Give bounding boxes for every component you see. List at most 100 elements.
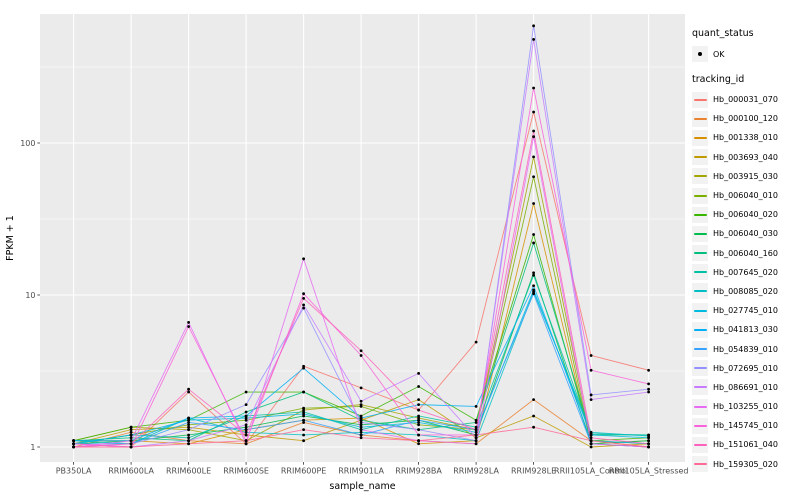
data-point [302, 406, 305, 410]
x-tick-label: RRIM600LA [108, 467, 154, 476]
data-point [532, 86, 535, 90]
x-tick-label: RRIM600LE [166, 467, 211, 476]
data-point [302, 418, 305, 422]
legend-item-Hb_159305_020: Hb_159305_020 [692, 455, 798, 474]
data-point [244, 439, 248, 443]
x-tick-label: RRIM928BA [395, 467, 442, 476]
y-tick-label: 1 [30, 443, 35, 452]
data-point [589, 368, 593, 372]
data-point [187, 425, 191, 429]
data-point [589, 445, 593, 449]
data-point [302, 439, 305, 443]
legend-item-label: Hb_151061_040 [713, 440, 778, 450]
data-point [129, 439, 133, 443]
legend-item-label: Hb_006040_160 [713, 248, 778, 258]
legend: quant_status OK tracking_id Hb_000031_07… [692, 28, 798, 474]
data-point [302, 257, 305, 261]
data-point [302, 410, 305, 414]
data-point [532, 155, 535, 159]
data-point [244, 423, 248, 427]
data-point [532, 414, 535, 418]
data-point [647, 436, 650, 440]
data-point [359, 423, 363, 427]
legend-item-label: Hb_027745_010 [713, 306, 778, 316]
legend-item-label: Hb_006040_010 [713, 191, 778, 201]
x-tick-label: RRII105LA_Stressed [609, 467, 689, 476]
data-point [532, 273, 535, 277]
data-point [532, 135, 535, 139]
data-point [244, 414, 248, 418]
data-point [359, 421, 363, 424]
line-swatch-icon [692, 436, 708, 453]
data-point [647, 382, 650, 386]
line-swatch-icon [692, 360, 708, 377]
data-point [474, 418, 478, 422]
legend-item-label: Hb_007645_020 [713, 267, 778, 277]
line-swatch-icon [692, 129, 708, 146]
legend-item-label: Hb_003693_040 [713, 152, 778, 162]
data-point [129, 428, 133, 432]
line-swatch-icon [692, 110, 708, 127]
data-point [302, 364, 305, 368]
data-point [417, 385, 420, 388]
legend-item-Hb_000031_070: Hb_000031_070 [692, 90, 798, 109]
data-point [532, 175, 535, 179]
data-point [417, 416, 420, 420]
data-point [589, 439, 593, 443]
legend-item-label: Hb_006040_020 [713, 210, 778, 220]
data-point [532, 271, 535, 275]
data-point [532, 284, 535, 288]
data-point [417, 408, 420, 412]
legend-item-Hb_006040_020: Hb_006040_020 [692, 205, 798, 224]
data-point [187, 418, 191, 422]
data-point [417, 442, 420, 446]
data-point [474, 421, 478, 424]
legend-item-Hb_007645_020: Hb_007645_020 [692, 263, 798, 282]
data-point [417, 371, 420, 375]
line-swatch-icon [692, 302, 708, 319]
line-swatch-icon [692, 417, 708, 434]
legend-item-label: Hb_041813_030 [713, 325, 778, 335]
data-point [244, 410, 248, 414]
data-point [532, 425, 535, 429]
line-swatch-icon [692, 283, 708, 300]
data-point [359, 416, 363, 420]
data-point [187, 321, 191, 324]
data-point [532, 233, 535, 236]
legend-item-label: Hb_086691_010 [713, 382, 778, 392]
data-point [302, 433, 305, 437]
data-point [532, 24, 535, 28]
legend-item-Hb_145745_010: Hb_145745_010 [692, 416, 798, 435]
x-tick-label: RRIM600PE [281, 467, 327, 476]
y-tick-label: 100 [20, 139, 35, 148]
data-point [647, 387, 650, 391]
legend-item-Hb_006040_160: Hb_006040_160 [692, 244, 798, 263]
data-point [532, 398, 535, 402]
data-point [589, 393, 593, 397]
data-point [474, 340, 478, 344]
data-point [129, 433, 133, 437]
legend-item-Hb_041813_030: Hb_041813_030 [692, 320, 798, 339]
legend-item-label: Hb_054839_010 [713, 344, 778, 354]
data-point [187, 423, 191, 427]
legend-item-Hb_072695_010: Hb_072695_010 [692, 359, 798, 378]
ok-point-icon [692, 46, 708, 62]
data-point [72, 445, 75, 449]
line-swatch-icon [692, 245, 708, 262]
data-point [302, 390, 305, 394]
data-point [244, 418, 248, 422]
data-point [302, 412, 305, 416]
legend-item-label: Hb_072695_010 [713, 363, 778, 373]
legend-item-label: Hb_003915_030 [713, 171, 778, 181]
data-point [417, 421, 420, 424]
data-point [359, 433, 363, 437]
x-tick-label: PB350LA [56, 467, 92, 476]
data-point [359, 414, 363, 418]
data-point [187, 439, 191, 443]
line-swatch-icon [692, 379, 708, 396]
x-tick-label: RRIM928LE [511, 467, 556, 476]
data-point [302, 421, 305, 424]
data-point [302, 292, 305, 296]
data-point [302, 296, 305, 300]
data-point [359, 354, 363, 357]
